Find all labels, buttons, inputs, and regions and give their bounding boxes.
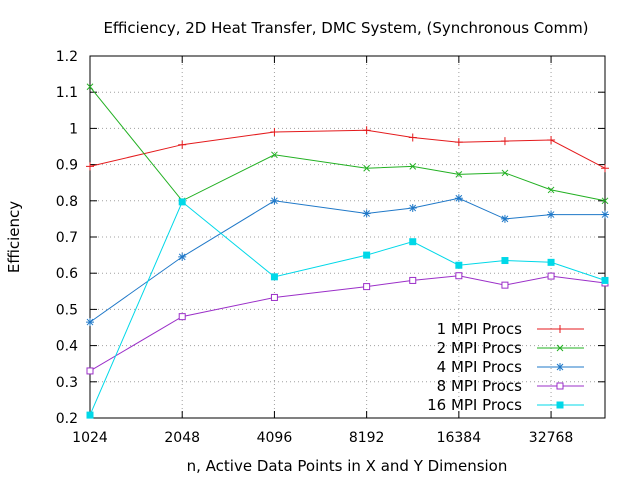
data-point-marker bbox=[409, 276, 417, 284]
data-point-marker bbox=[86, 318, 94, 327]
x-tick-label: 4096 bbox=[257, 430, 293, 446]
data-point-marker bbox=[556, 325, 564, 333]
x-tick-label: 32768 bbox=[529, 430, 574, 446]
data-point-marker bbox=[601, 210, 609, 219]
data-point-marker bbox=[363, 283, 371, 291]
legend-label: 1 MPI Procs bbox=[437, 320, 523, 338]
data-point-marker bbox=[556, 344, 564, 352]
legend-label: 16 MPI Procs bbox=[427, 396, 522, 414]
data-point-marker bbox=[270, 293, 278, 301]
data-point-marker bbox=[86, 367, 94, 375]
x-tick-label: 8192 bbox=[349, 430, 385, 446]
y-tick-label: 0.7 bbox=[56, 230, 78, 246]
y-tick-label: 0.8 bbox=[56, 194, 78, 210]
data-point-marker bbox=[547, 135, 556, 144]
y-tick-label: 0.2 bbox=[56, 411, 78, 427]
data-point-marker bbox=[363, 164, 370, 172]
data-point-marker bbox=[409, 163, 417, 170]
data-point-marker bbox=[178, 198, 186, 206]
data-point-marker bbox=[270, 273, 278, 281]
data-point-marker bbox=[455, 261, 463, 269]
y-axis: 0.2 0.3 0.4 0.5 0.6 0.7 0.8 0.9 1 1.1 1.2 bbox=[56, 49, 605, 427]
data-point-marker bbox=[86, 162, 94, 171]
data-point-marker bbox=[454, 138, 463, 147]
data-point-marker bbox=[547, 258, 555, 266]
series-2-mpi-procs bbox=[86, 83, 609, 205]
data-point-marker bbox=[556, 401, 564, 409]
series-1-mpi-procs bbox=[86, 126, 609, 173]
data-point-marker bbox=[271, 151, 278, 159]
data-point-marker bbox=[86, 83, 94, 91]
series-group bbox=[86, 83, 609, 419]
data-point-marker bbox=[501, 281, 509, 289]
x-tick-label: 1024 bbox=[72, 430, 108, 446]
series-line bbox=[89, 201, 606, 416]
series-16-mpi-procs bbox=[86, 198, 609, 419]
series-line bbox=[89, 275, 606, 372]
y-tick-label: 0.6 bbox=[56, 266, 78, 282]
x-axis-label: n, Active Data Points in X and Y Dimensi… bbox=[187, 457, 508, 475]
data-point-marker bbox=[270, 128, 279, 137]
data-point-marker bbox=[455, 272, 463, 280]
data-point-marker bbox=[178, 313, 186, 321]
y-tick-label: 0.3 bbox=[56, 375, 78, 391]
data-point-marker bbox=[178, 252, 187, 261]
y-tick-label: 1.1 bbox=[56, 85, 78, 101]
series-8-mpi-procs bbox=[86, 272, 609, 375]
data-point-marker bbox=[363, 251, 371, 259]
series-line bbox=[89, 86, 606, 202]
data-point-marker bbox=[601, 276, 609, 284]
x-tick-label: 2048 bbox=[164, 430, 200, 446]
data-point-marker bbox=[501, 169, 509, 177]
y-tick-label: 1 bbox=[69, 121, 78, 137]
data-point-marker bbox=[556, 382, 564, 390]
series-line bbox=[89, 129, 606, 169]
data-point-marker bbox=[408, 204, 417, 213]
data-point-marker bbox=[500, 137, 509, 146]
y-tick-label: 0.4 bbox=[56, 339, 78, 355]
data-point-marker bbox=[86, 411, 94, 419]
data-point-marker bbox=[362, 126, 371, 135]
data-point-marker bbox=[500, 214, 509, 223]
data-point-marker bbox=[178, 140, 187, 149]
data-point-marker bbox=[601, 197, 609, 205]
data-point-marker bbox=[556, 363, 564, 371]
series-4-mpi-procs bbox=[86, 194, 609, 327]
data-point-marker bbox=[547, 210, 556, 219]
data-point-marker bbox=[362, 209, 371, 218]
legend-label: 4 MPI Procs bbox=[437, 358, 523, 376]
y-tick-label: 0.9 bbox=[56, 158, 78, 174]
data-point-marker bbox=[409, 238, 417, 246]
y-tick-label: 1.2 bbox=[56, 49, 78, 65]
data-point-marker bbox=[547, 272, 555, 280]
data-point-marker bbox=[455, 171, 463, 178]
data-point-marker bbox=[547, 186, 555, 194]
data-point-marker bbox=[601, 164, 609, 173]
x-tick-label: 16384 bbox=[437, 430, 482, 446]
y-tick-label: 0.5 bbox=[56, 302, 78, 318]
data-point-marker bbox=[270, 196, 279, 205]
data-point-marker bbox=[454, 194, 463, 203]
x-axis: 1024 2048 4096 8192 16384 32768 bbox=[72, 56, 573, 446]
legend-label: 2 MPI Procs bbox=[437, 339, 523, 357]
chart-title: Efficiency, 2D Heat Transfer, DMC System… bbox=[103, 19, 588, 37]
legend-label: 8 MPI Procs bbox=[437, 377, 523, 395]
series-line bbox=[89, 197, 605, 323]
data-point-marker bbox=[408, 133, 417, 142]
y-axis-label: Efficiency bbox=[5, 201, 23, 273]
data-point-marker bbox=[501, 257, 509, 265]
